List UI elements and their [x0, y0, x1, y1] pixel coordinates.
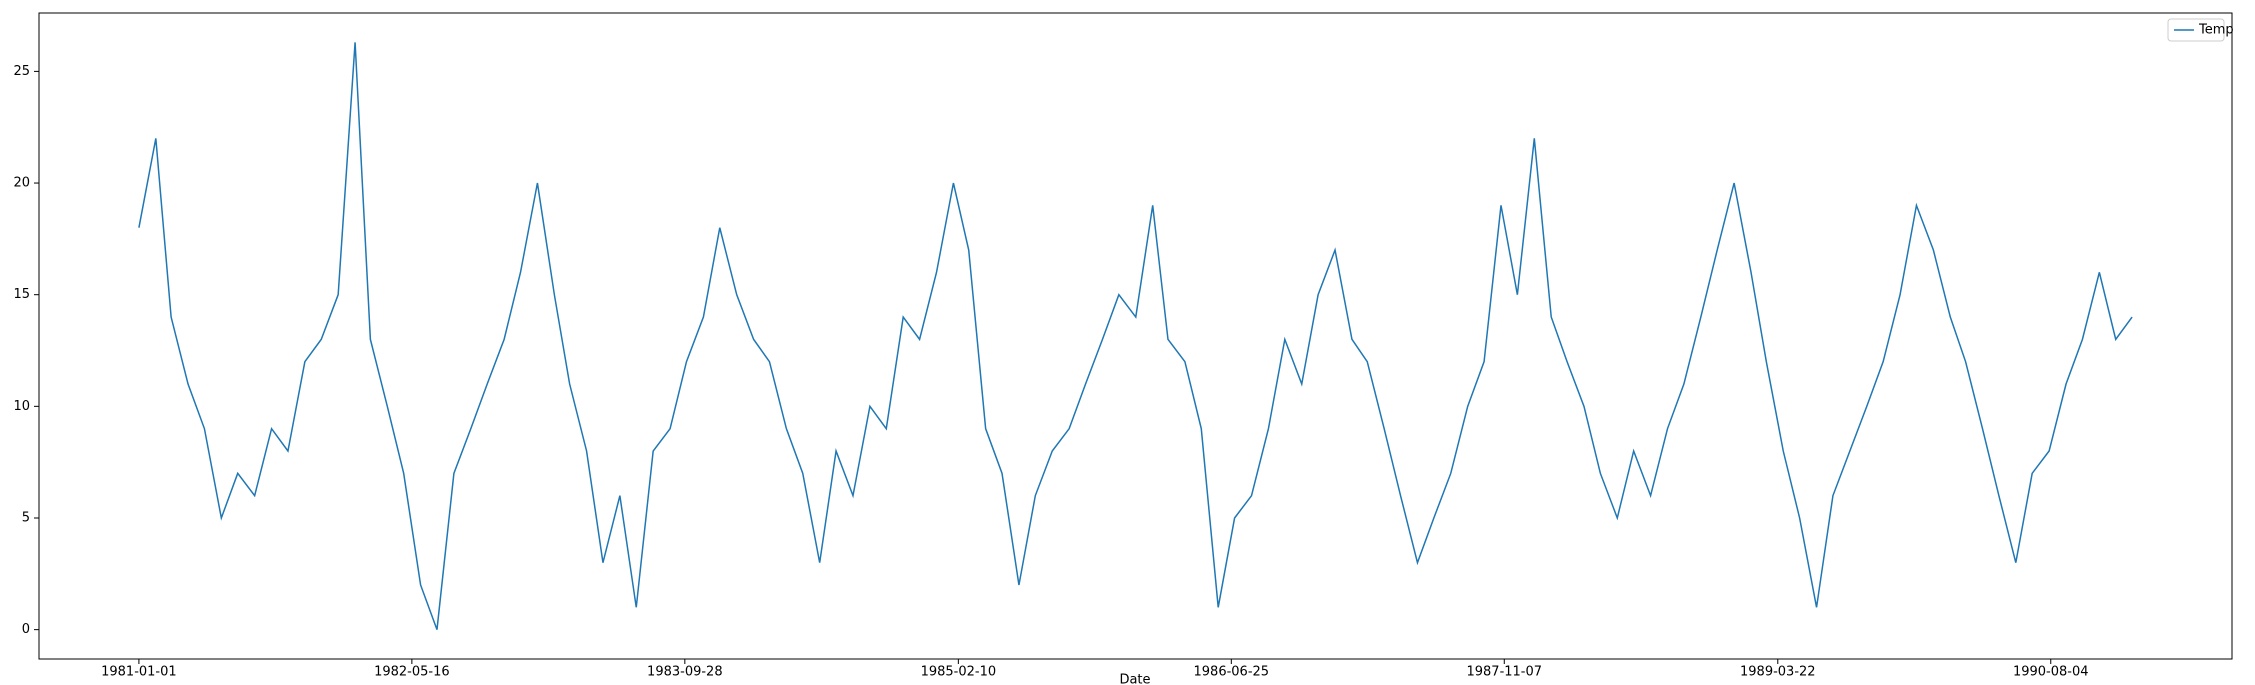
x-tick-label: 1985-02-10	[921, 665, 997, 680]
plot-frame	[38, 12, 2233, 660]
y-tick-label: 10	[13, 399, 30, 414]
x-tick-label: 1983-09-28	[647, 665, 723, 680]
x-tick-label: 1989-03-22	[1740, 665, 1816, 680]
x-axis-label: Date	[1119, 673, 1150, 685]
y-tick-label: 25	[13, 64, 30, 79]
x-tick-label: 1986-06-25	[1194, 665, 1270, 680]
x-tick-label: 1990-08-04	[2013, 665, 2089, 680]
temp-line	[138, 42, 2133, 630]
x-tick-label: 1981-01-01	[101, 665, 177, 680]
legend-box	[2167, 18, 2225, 42]
y-tick-label: 0	[22, 622, 30, 637]
x-tick-label: 1987-11-07	[1466, 665, 1542, 680]
x-tick-label: 1982-05-16	[374, 665, 450, 680]
y-tick-label: 20	[13, 176, 30, 191]
y-tick-label: 5	[22, 510, 30, 525]
legend-label: Temp	[2198, 23, 2234, 38]
y-tick-label: 15	[13, 287, 30, 302]
